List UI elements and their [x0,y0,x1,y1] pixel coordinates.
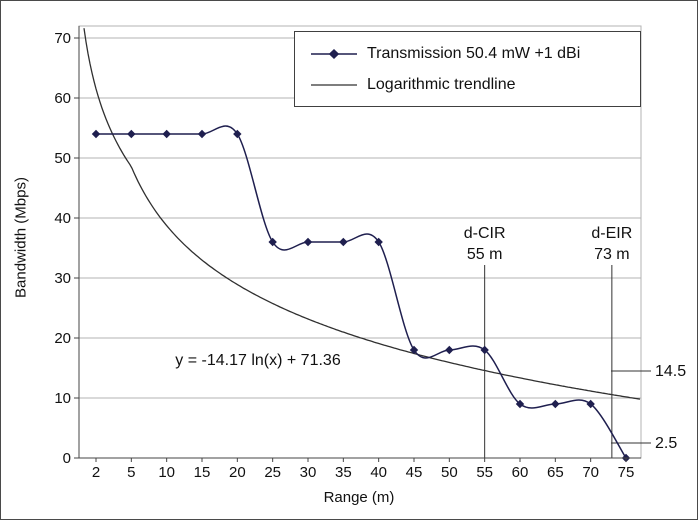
annotation-label: 73 m [594,246,630,263]
right-tick-label: 2.5 [655,435,677,452]
series-marker [480,345,489,355]
x-tick-label: 30 [300,464,317,481]
x-tick-label: 65 [547,464,564,481]
x-tick-label: 15 [194,464,211,481]
series-marker [374,237,383,247]
legend-item-series: Transmission 50.4 mW +1 dBi [311,45,632,63]
x-tick-label: 75 [618,464,635,481]
x-tick-label: 25 [264,464,281,481]
trendline-line-icon [311,83,357,86]
x-tick-label: 70 [582,464,599,481]
x-tick-label: 20 [229,464,246,481]
legend: Transmission 50.4 mW +1 dBi Logarithmic … [294,31,641,107]
series-line-marker-icon [311,48,357,59]
series-marker [339,237,348,247]
x-axis-title: Range (m) [323,489,395,506]
y-tick-label: 20 [54,330,71,347]
annotation-label: d-EIR [591,225,632,242]
x-tick-label: 2 [92,464,100,481]
legend-label-trendline: Logarithmic trendline [367,75,516,93]
y-tick-label: 60 [54,90,71,107]
legend-label-series: Transmission 50.4 mW +1 dBi [367,44,581,62]
series-marker [303,237,313,247]
trendline-equation-label: y = -14.17 ln(x) + 71.36 [175,352,341,369]
series-marker [233,129,242,139]
legend-item-trendline: Logarithmic trendline [311,76,632,94]
x-tick-label: 45 [406,464,423,481]
x-tick-label: 5 [127,464,135,481]
y-tick-label: 40 [54,210,71,227]
y-axis-title: Bandwidth (Mbps) [12,177,30,298]
series-marker [515,399,525,409]
y-tick-label: 50 [54,150,71,167]
y-tick-label: 0 [63,450,71,467]
series-marker [445,345,454,355]
series-marker [127,129,136,139]
series-marker [586,399,595,409]
annotation-label: 55 m [467,246,503,263]
trendline-path [83,28,641,400]
series-path [96,125,627,459]
x-tick-label: 40 [370,464,387,481]
series-marker [91,129,101,139]
series-marker [409,345,419,355]
x-tick-label: 60 [512,464,529,481]
x-tick-label: 35 [335,464,352,481]
x-tick-label: 10 [158,464,175,481]
y-tick-label: 30 [54,270,71,287]
annotation-label: d-CIR [464,225,506,242]
right-tick-label: 14.5 [655,363,686,380]
series-marker [162,129,171,139]
series-marker [197,129,207,139]
x-tick-label: 50 [441,464,458,481]
series-marker [268,237,277,247]
series-marker [551,399,560,409]
y-tick-label: 70 [54,30,71,47]
y-tick-label: 10 [54,390,71,407]
x-tick-label: 55 [476,464,493,481]
